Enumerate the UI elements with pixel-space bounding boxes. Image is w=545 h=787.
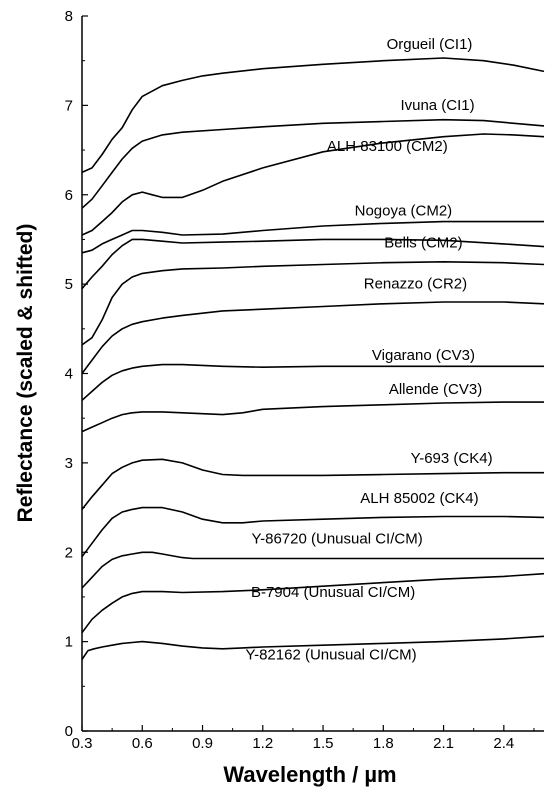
y-tick-label: 6 <box>65 187 73 204</box>
series-line-2 <box>81 133 545 236</box>
y-tick-label: 4 <box>65 366 73 383</box>
series-label-5: Renazzo (CR2) <box>364 276 467 293</box>
y-tick-label: 0 <box>65 723 73 740</box>
series-lines <box>81 57 545 660</box>
series-label-6: Vigarano (CV3) <box>372 347 475 364</box>
y-tick-label: 8 <box>65 8 73 25</box>
series-line-3 <box>81 220 544 254</box>
x-tick-label: 1.5 <box>313 735 334 752</box>
series-line-5 <box>81 261 545 346</box>
x-axis-title: Wavelength / µm <box>223 762 396 787</box>
x-tick-label: 1.8 <box>373 735 394 752</box>
y-tick-label: 5 <box>65 276 73 293</box>
series-labels: Orgueil (CI1) Ivuna (CI1) ALH 83100 (CM2) N… <box>245 36 492 663</box>
series-line-6 <box>81 301 545 374</box>
series-line-12 <box>81 572 545 634</box>
x-tick-label: 0.9 <box>192 735 213 752</box>
x-tick-label: 0.3 <box>72 735 93 752</box>
series-line-0 <box>81 57 545 174</box>
axes: 0.3 0.6 0.9 1.2 1.5 1.8 2.1 2.4 0 1 2 3 4 5 6 7 8 <box>65 8 544 752</box>
series-label-7: Allende (CV3) <box>389 381 482 398</box>
series-label-12: Y-82162 (Unusual CI/CM) <box>245 647 416 664</box>
series-line-9 <box>81 458 544 510</box>
series-label-0: Orgueil (CI1) <box>387 36 473 53</box>
series-label-8: Y-693 (CK4) <box>411 450 493 467</box>
x-tick-label: 0.6 <box>132 735 153 752</box>
x-tick-label: 2.4 <box>493 735 514 752</box>
x-tick-label: 2.1 <box>433 735 454 752</box>
series-line-4 <box>81 238 545 290</box>
series-label-11: B-7904 (Unusual CI/CM) <box>251 584 415 601</box>
series-line-7 <box>81 363 544 401</box>
y-tick-label: 7 <box>65 97 73 114</box>
series-label-1: Ivuna (CI1) <box>400 97 474 114</box>
y-tick-label: 1 <box>65 634 73 651</box>
series-label-10: Y-86720 (Unusual CI/CM) <box>252 530 423 547</box>
y-tick-label: 2 <box>65 544 73 561</box>
series-line-11 <box>81 551 544 589</box>
series-label-3: Nogoya (CM2) <box>355 202 453 219</box>
x-tick-label: 1.2 <box>252 735 273 752</box>
y-axis-title: Reflectance (scaled & shifted) <box>14 224 37 523</box>
series-line-8 <box>81 401 544 433</box>
series-label-4: Bells (CM2) <box>384 234 462 251</box>
y-tick-label: 3 <box>65 455 73 472</box>
series-label-9: ALH 85002 (CK4) <box>360 490 478 507</box>
series-label-2: ALH 83100 (CM2) <box>327 138 448 155</box>
series-line-1 <box>81 118 545 209</box>
series-line-10 <box>81 506 545 558</box>
series-line-13 <box>81 635 545 660</box>
